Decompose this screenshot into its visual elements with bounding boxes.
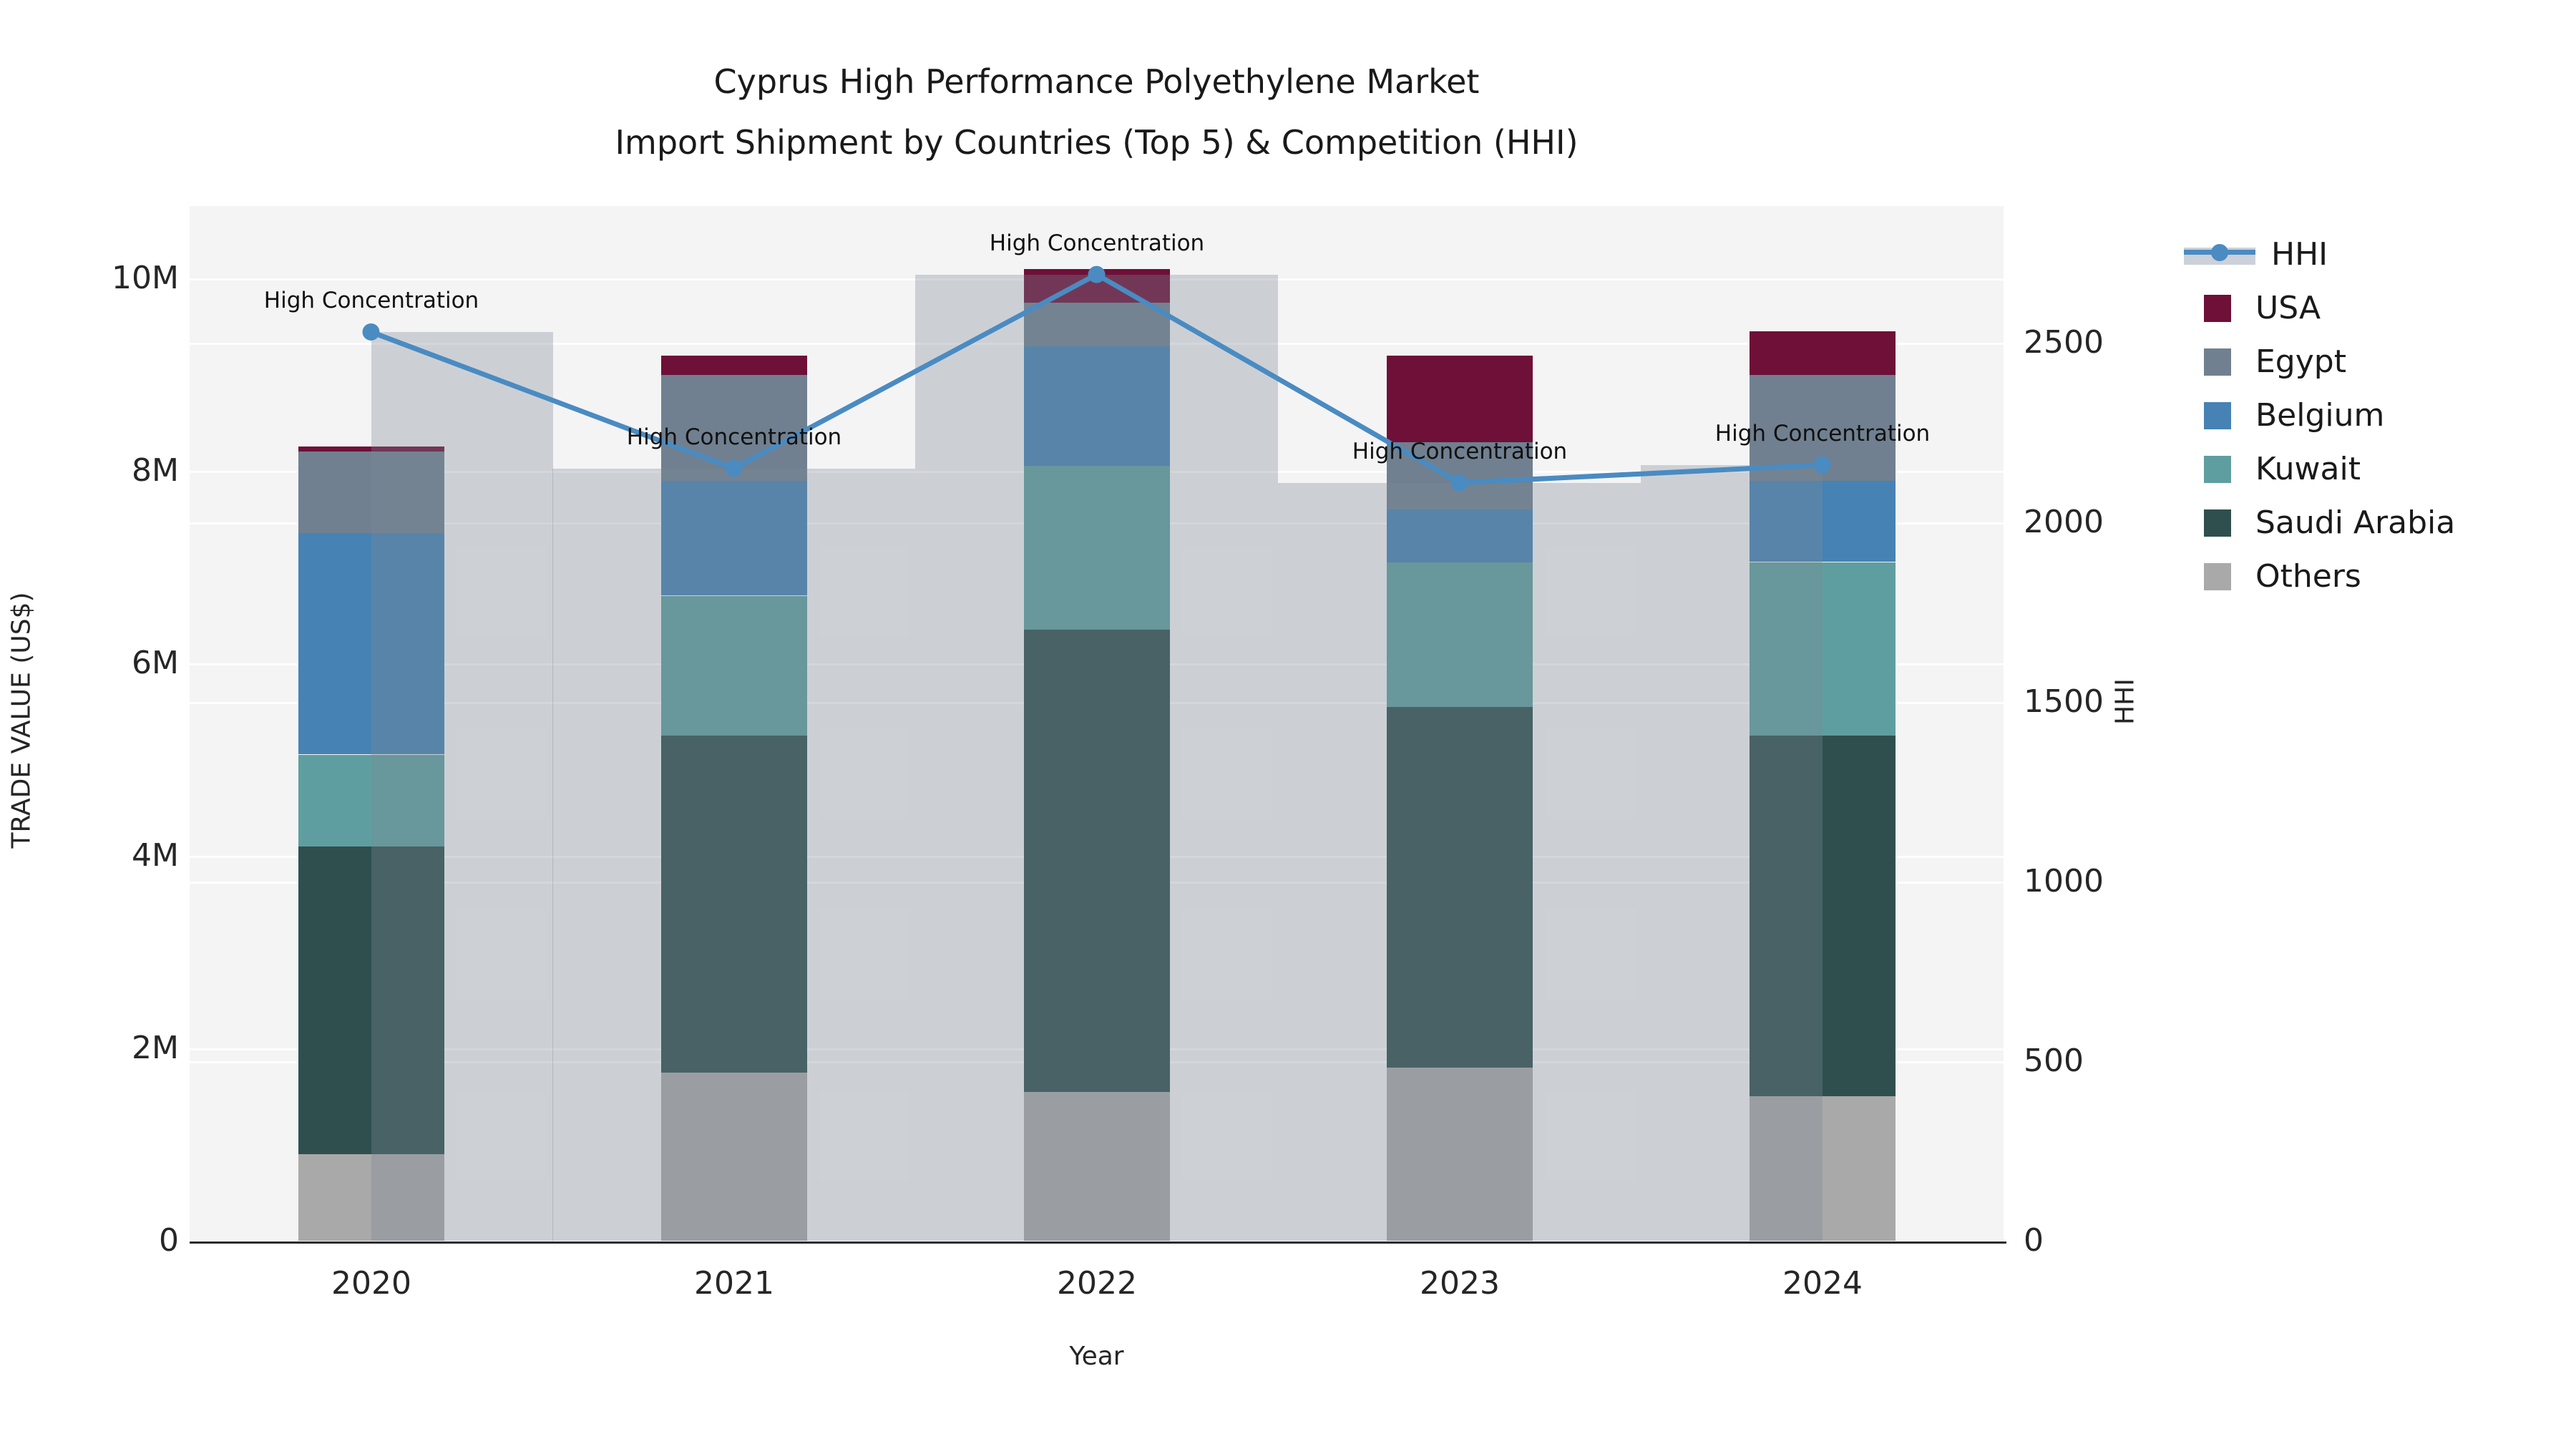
bar-2023-saudi-arabia: [1387, 707, 1533, 1068]
chart-title: Cyprus High Performance Polyethylene Mar…: [190, 52, 2004, 173]
bar-2023-usa: [1387, 356, 1533, 442]
bar-2020-egypt: [298, 452, 444, 533]
bar-2022-egypt: [1024, 303, 1170, 346]
y-left-tick-6M: 6M: [132, 645, 179, 681]
y-left-tick-0: 0: [159, 1222, 179, 1259]
hhi-marker-2020: [362, 323, 380, 341]
y-right-tick-1500: 1500: [2024, 683, 2104, 720]
bar-2021-others: [661, 1073, 807, 1241]
chart-title-line2: Import Shipment by Countries (Top 5) & C…: [615, 123, 1579, 162]
legend-swatch-egypt: [2204, 348, 2231, 376]
legend-label: Egypt: [2255, 343, 2346, 380]
y-right-tick-2000: 2000: [2024, 504, 2104, 540]
x-tick-2021: 2021: [694, 1265, 774, 1302]
legend-hhi-sample: [2184, 243, 2255, 267]
bar-2022-belgium: [1024, 346, 1170, 466]
bar-2021-belgium: [661, 480, 807, 595]
bar-2022-others: [1024, 1092, 1170, 1241]
legend-item-saudi-arabia: Saudi Arabia: [2184, 496, 2455, 550]
annotation-2022: High Concentration: [989, 230, 1205, 256]
legend-label: Others: [2255, 558, 2361, 595]
bar-2024-saudi-arabia: [1750, 736, 1896, 1096]
bar-2023-belgium: [1387, 509, 1533, 562]
x-tick-2022: 2022: [1057, 1265, 1137, 1302]
y-left-tick-8M: 8M: [132, 452, 179, 489]
bar-2024-others: [1750, 1096, 1896, 1241]
bar-2020-kuwait: [298, 755, 444, 847]
hhi-marker-2024: [1813, 456, 1831, 474]
legend-item-egypt: Egypt: [2184, 335, 2455, 389]
legend-item-belgium: Belgium: [2184, 389, 2455, 442]
x-tick-2024: 2024: [1782, 1265, 1863, 1302]
y-left-tick-4M: 4M: [132, 837, 179, 874]
x-tick-2023: 2023: [1420, 1265, 1500, 1302]
legend-swatch-others: [2204, 562, 2231, 590]
bar-2020-others: [298, 1154, 444, 1241]
y-left-tick-10M: 10M: [112, 260, 179, 296]
bar-2021-kuwait: [661, 596, 807, 736]
hhi-fill-2024: [1641, 465, 1823, 1241]
legend-item-kuwait: Kuwait: [2184, 442, 2455, 496]
bar-2020-saudi-arabia: [298, 847, 444, 1154]
bar-2020-usa: [298, 447, 444, 452]
x-tick-2020: 2020: [331, 1265, 411, 1302]
legend-swatch-saudi-arabia: [2204, 509, 2231, 537]
bar-2024-kuwait: [1750, 562, 1896, 736]
hhi-fill-2021: [552, 469, 915, 1241]
hhi-fill-2022: [915, 275, 1278, 1241]
hhi-fill-2020: [371, 332, 553, 1241]
hhi-marker-2023: [1450, 474, 1468, 492]
bar-2024-usa: [1750, 331, 1896, 375]
bar-2023-others: [1387, 1068, 1533, 1241]
hhi-fill-2023: [1278, 483, 1641, 1241]
legend-label: Belgium: [2255, 397, 2385, 434]
legend-item-hhi: HHI: [2184, 228, 2455, 281]
annotation-2020: High Concentration: [263, 288, 479, 313]
y-right-tick-500: 500: [2024, 1043, 2084, 1079]
bar-2021-usa: [661, 356, 807, 375]
hhi-marker-2022: [1088, 265, 1106, 283]
annotation-2021: High Concentration: [626, 424, 842, 450]
chart-title-line1: Cyprus High Performance Polyethylene Mar…: [713, 62, 1480, 101]
legend-swatch-usa: [2204, 294, 2231, 322]
legend-label: HHI: [2271, 236, 2328, 273]
bar-2021-saudi-arabia: [661, 736, 807, 1073]
x-axis-line: [190, 1241, 2006, 1244]
bar-2023-kuwait: [1387, 562, 1533, 707]
y-right-tick-1000: 1000: [2024, 863, 2104, 899]
legend-item-others: Others: [2184, 550, 2455, 603]
legend-swatch-belgium: [2204, 401, 2231, 429]
y-right-tick-2500: 2500: [2024, 324, 2104, 361]
legend-label: Saudi Arabia: [2255, 504, 2456, 541]
hhi-marker-2021: [725, 459, 743, 477]
annotation-2023: High Concentration: [1352, 439, 1568, 464]
y-left-tick-2M: 2M: [132, 1030, 179, 1066]
annotation-2024: High Concentration: [1714, 421, 1931, 447]
legend: HHI USA Egypt Belgium Kuwait Saudi Arabia Othe…: [2184, 228, 2455, 603]
bar-2020-belgium: [298, 533, 444, 754]
bar-2024-belgium: [1750, 480, 1896, 562]
bar-2022-saudi-arabia: [1024, 630, 1170, 1092]
bar-2022-kuwait: [1024, 466, 1170, 630]
legend-label: USA: [2255, 290, 2321, 326]
legend-swatch-kuwait: [2204, 455, 2231, 483]
legend-label: Kuwait: [2255, 451, 2361, 487]
legend-item-usa: USA: [2184, 281, 2455, 335]
y-right-tick-0: 0: [2024, 1222, 2044, 1259]
x-axis-title: Year: [1069, 1342, 1124, 1371]
legend-hhi-marker-swatch: [2211, 243, 2228, 261]
